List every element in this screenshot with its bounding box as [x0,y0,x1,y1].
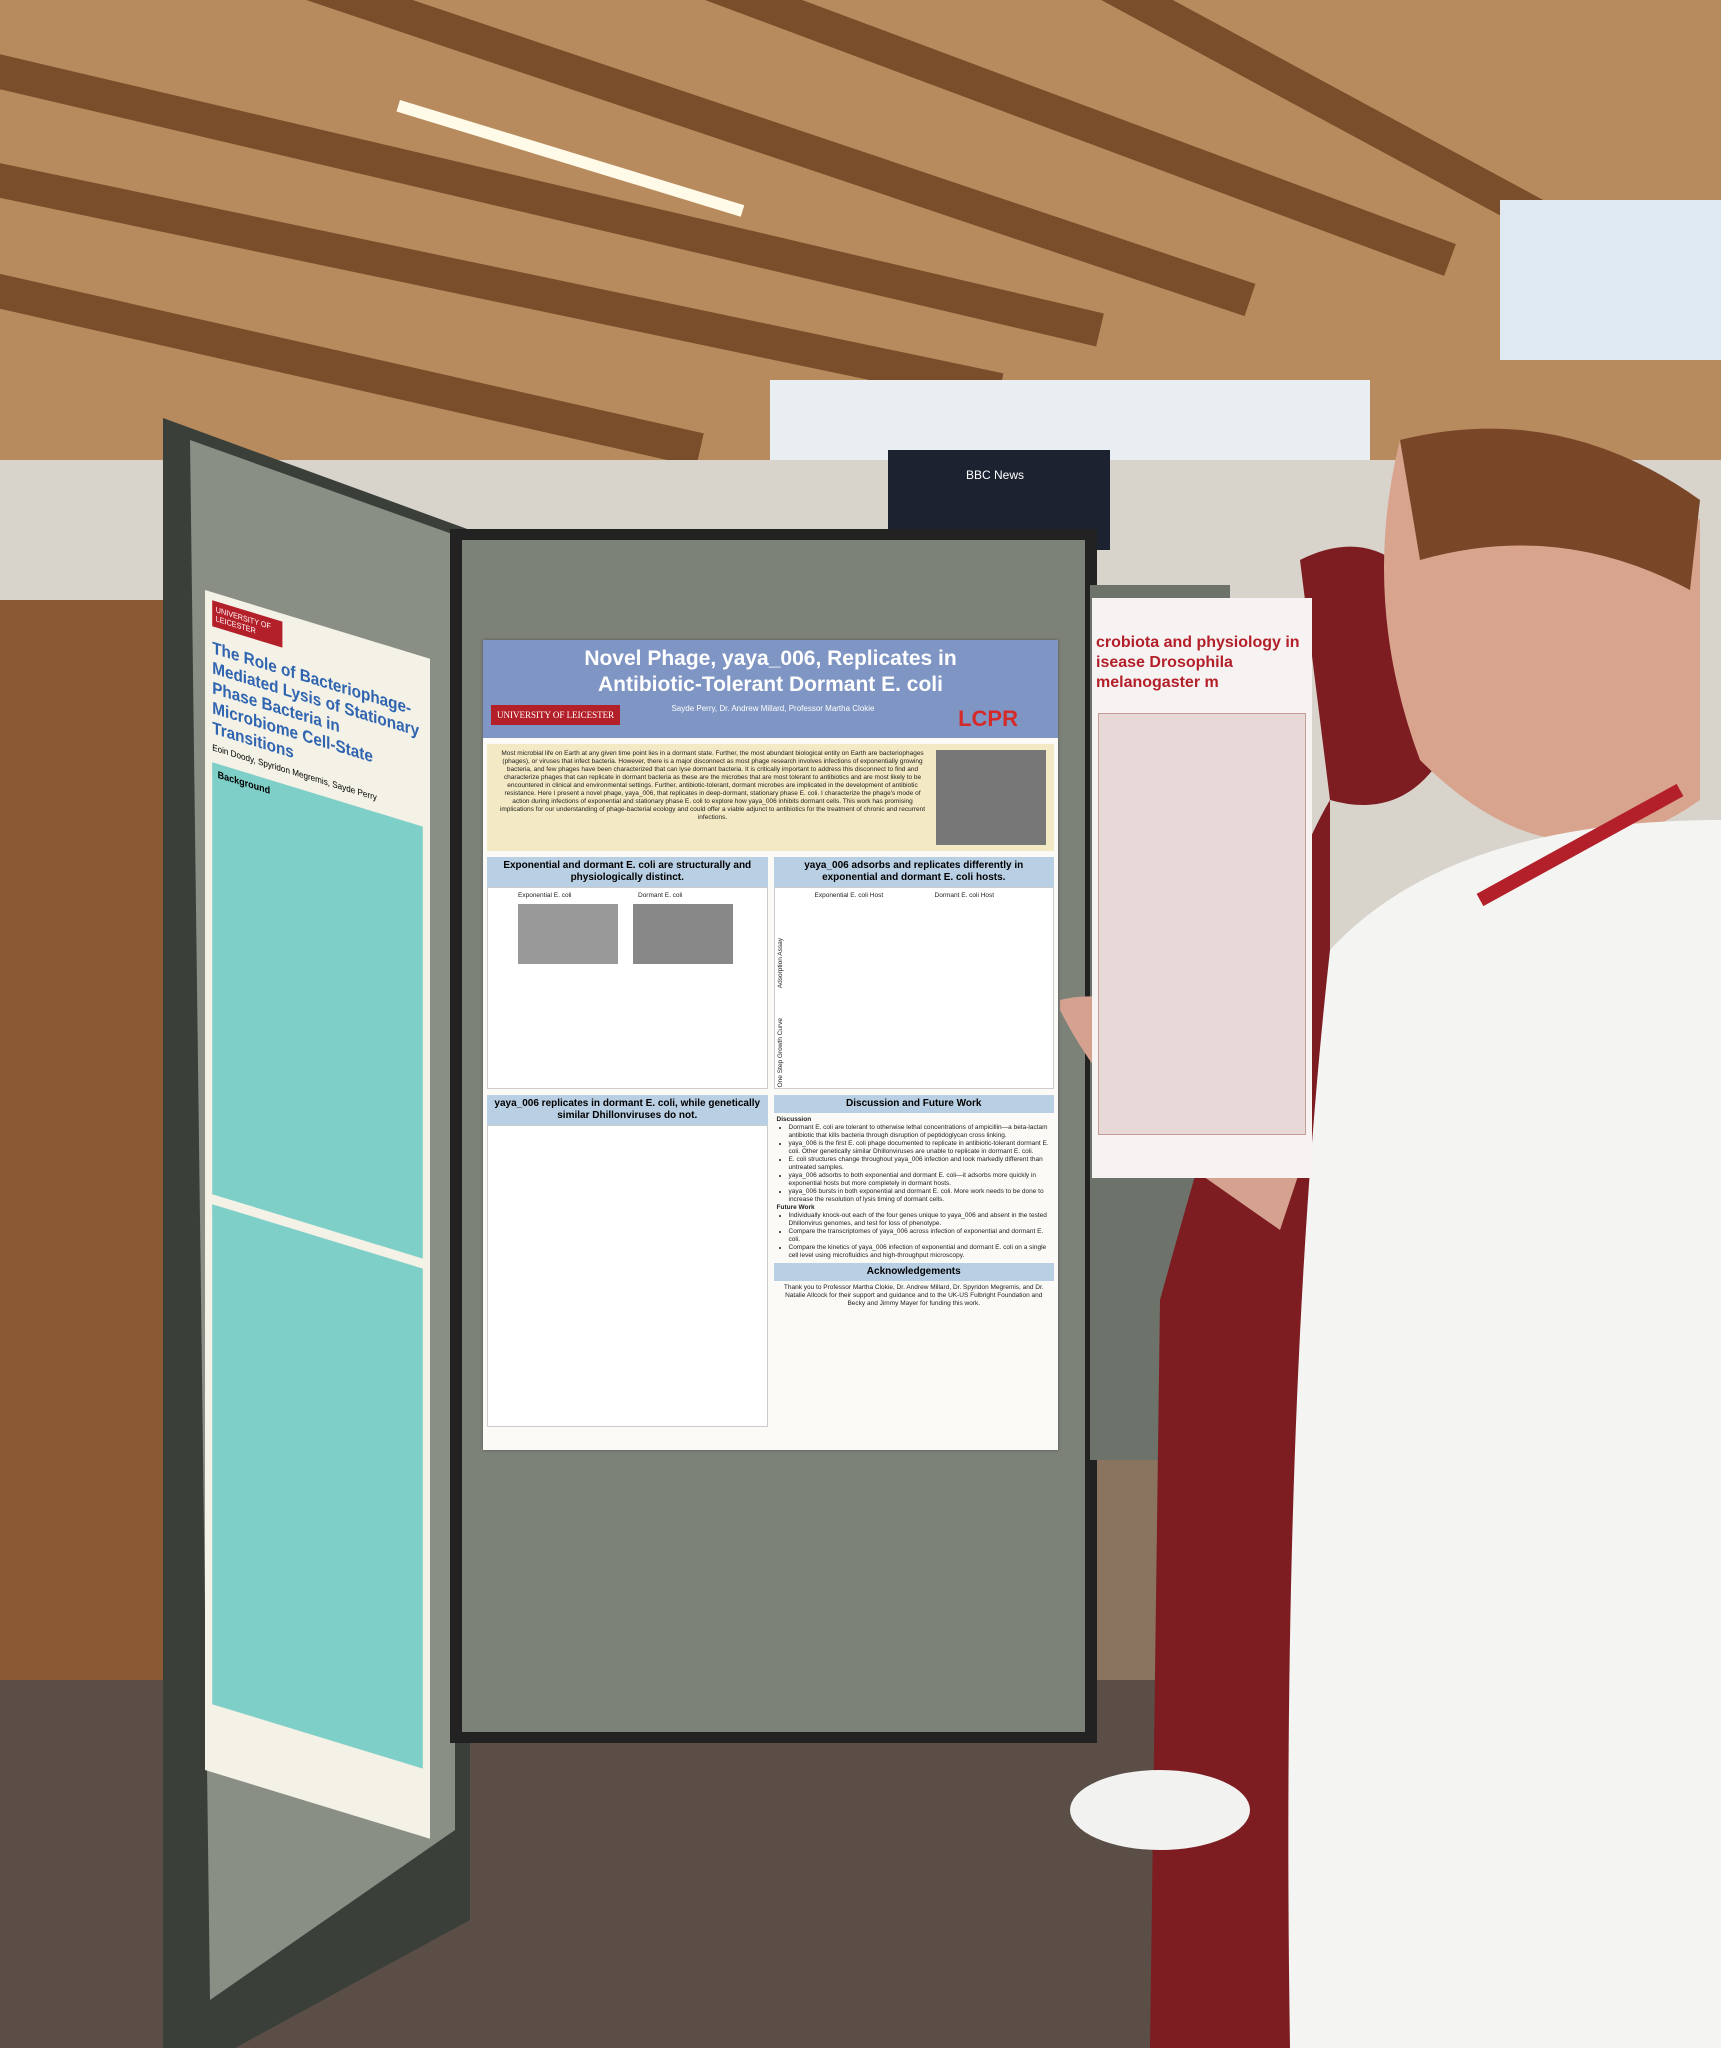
heading: Background [217,769,271,797]
logo: UNIVERSITY OF LEICESTER [491,705,621,725]
bullet: Dormant E. coli are tolerant to otherwis… [789,1124,1052,1140]
left-poster: UNIVERSITY OF LEICESTER The Role of Bact… [205,590,430,1839]
lab-logo: LCPR [958,706,1018,731]
bullet: yaya_006 is the first E. coli phage docu… [789,1140,1052,1156]
figure-label: Adsorption Assay [776,938,784,989]
bullet: yaya_006 bursts in both exponential and … [789,1188,1052,1204]
bullet-list: Dormant E. coli are tolerant to otherwis… [777,1124,1052,1204]
title-line: crobiota and physiology in [1096,634,1300,651]
figure-label: One Step Growth Curve [776,1018,784,1088]
abstract-box: Most microbial life on Earth at any give… [487,744,1054,851]
center-poster: Novel Phage, yaya_006, Replicates in Ant… [483,640,1058,1450]
figure [487,1125,768,1427]
acknowledgements: Thank you to Professor Martha Clokie, Dr… [783,1284,1044,1307]
title-line: isease Drosophila melanogaster m [1096,654,1233,691]
micrograph [936,750,1046,845]
figure-label: Dormant E. coli [638,892,683,899]
figure: Exponential E. coli Dormant E. coli [487,887,768,1089]
figure-box [212,1204,423,1769]
header-band: UNIVERSITY OF LEICESTER Sayde Perry, Dr.… [483,700,1058,738]
figure [1098,713,1306,1135]
abstract: Most microbial life on Earth at any give… [499,750,926,821]
poster-title: crobiota and physiology in isease Drosop… [1092,598,1312,693]
discussion: Discussion Dormant E. coli are tolerant … [774,1113,1055,1263]
section-heading: Acknowledgements [773,1263,1054,1281]
right-poster: crobiota and physiology in isease Drosop… [1092,598,1312,1178]
section-heading: yaya_006 adsorbs and replicates differen… [773,857,1054,887]
authors: Sayde Perry, Dr. Andrew Millard, Profess… [671,704,875,713]
section-heading: Exponential and dormant E. coli are stru… [487,857,768,887]
column: yaya_006 adsorbs and replicates differen… [773,857,1055,1427]
background-box: Background [212,762,423,1259]
bullet: Compare the transcriptomes of yaya_006 a… [789,1228,1052,1244]
figure-label: Dormant E. coli Host [934,892,995,899]
bullet: E. coli structures change throughout yay… [789,1156,1052,1172]
figure: Exponential E. coli Host Dormant E. coli… [773,887,1054,1089]
bullet: yaya_006 adsorbs to both exponential and… [789,1172,1052,1188]
section-heading: yaya_006 replicates in dormant E. coli, … [487,1095,768,1125]
column: Exponential and dormant E. coli are stru… [487,857,768,1427]
bullet-list: Individually knock-out each of the four … [777,1212,1052,1260]
figure-label: Exponential E. coli Host [814,892,884,899]
figure-label: Exponential E. coli [518,892,572,899]
poster-title: Novel Phage, yaya_006, Replicates in Ant… [483,640,1058,700]
micrograph [518,904,618,964]
subheading: Future Work [776,1204,815,1211]
subheading: Discussion [776,1116,812,1123]
micrograph [633,904,733,964]
title-line: Antibiotic-Tolerant Dormant E. coli [598,673,943,696]
bullet: Compare the kinetics of yaya_006 infecti… [789,1244,1052,1260]
section-heading: Discussion and Future Work [773,1095,1054,1113]
row: Exponential and dormant E. coli are stru… [483,857,1058,1427]
tv-label: BBC News [965,468,1024,482]
title-line: Novel Phage, yaya_006, Replicates in [584,647,957,670]
bullet: Individually knock-out each of the four … [789,1212,1052,1228]
